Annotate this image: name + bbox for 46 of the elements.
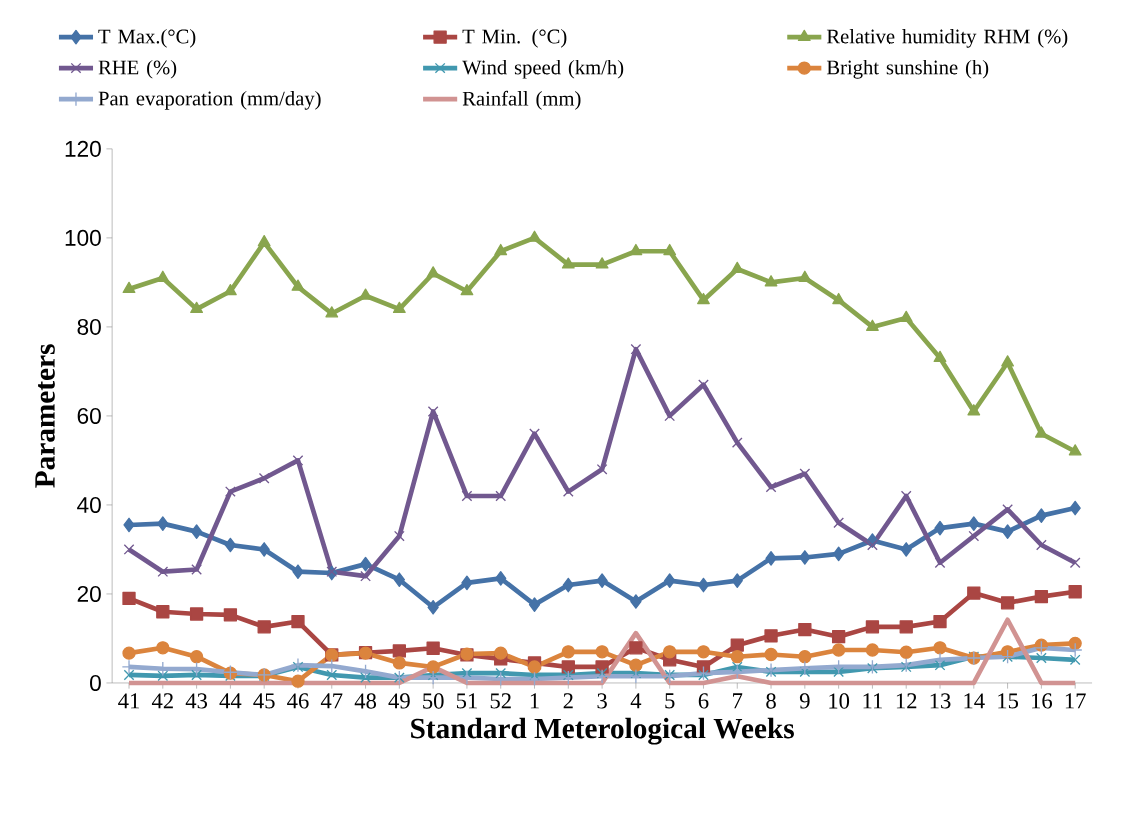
y-tick-label: 80 [77, 318, 101, 335]
legend-label: Pan evaporation (mm/day) [98, 91, 321, 110]
x-tick-label: 13 [930, 693, 951, 709]
y-tick-label: 100 [65, 229, 101, 246]
y-tick-label: 120 [65, 140, 101, 157]
x-tick-label: 2 [563, 693, 573, 709]
x-tick-label: 50 [423, 693, 444, 709]
legend-label: T Min. (°C) [462, 29, 567, 48]
y-tick-label: 40 [77, 496, 101, 514]
x-tick-label: 47 [320, 693, 343, 709]
x-tick-label: 8 [766, 693, 776, 709]
y-tick-label: 0 [90, 675, 101, 692]
x-tick-label: 7 [733, 693, 743, 709]
y-axis-title: Parameters [35, 344, 55, 488]
x-tick-label: 43 [185, 693, 208, 709]
x-tick-label: 51 [456, 693, 477, 709]
legend-label: T Max.(°C) [98, 29, 196, 48]
legend-label: Bright sunshine (h) [826, 59, 989, 79]
x-tick-label: 5 [665, 693, 675, 709]
x-tick-label: 4 [630, 693, 642, 709]
x-tick-label: 16 [1032, 693, 1053, 709]
x-tick-label: 44 [219, 693, 242, 709]
x-tick-label: 45 [253, 693, 275, 709]
legend-label: RHE (%) [98, 59, 177, 79]
legend-label: Relative humidity RHM (%) [826, 29, 1068, 48]
x-tick-label: 41 [118, 693, 139, 709]
x-tick-label: 6 [698, 693, 709, 709]
x-tick-label: 42 [151, 693, 173, 709]
x-tick-label: 3 [597, 693, 607, 709]
x-tick-label: 49 [388, 693, 410, 709]
y-tick-label: 60 [77, 407, 101, 425]
x-tick-label: 46 [287, 693, 309, 709]
x-axis-title: Standard Meterological Weeks [411, 717, 794, 745]
x-tick-label: 15 [998, 693, 1019, 709]
x-tick-label: 9 [799, 693, 810, 709]
x-tick-label: 14 [964, 693, 985, 709]
y-tick-label: 20 [77, 586, 101, 603]
x-tick-label: 1 [530, 693, 539, 709]
x-tick-label: 11 [863, 693, 882, 709]
x-tick-label: 48 [354, 693, 377, 709]
x-tick-label: 52 [490, 693, 511, 709]
x-tick-label: 12 [896, 693, 917, 709]
legend-label: Rainfall (mm) [462, 90, 581, 110]
x-tick-label: 10 [829, 693, 850, 709]
x-tick-label: 17 [1065, 693, 1086, 709]
legend-label: Wind speed (km/h) [462, 59, 624, 79]
